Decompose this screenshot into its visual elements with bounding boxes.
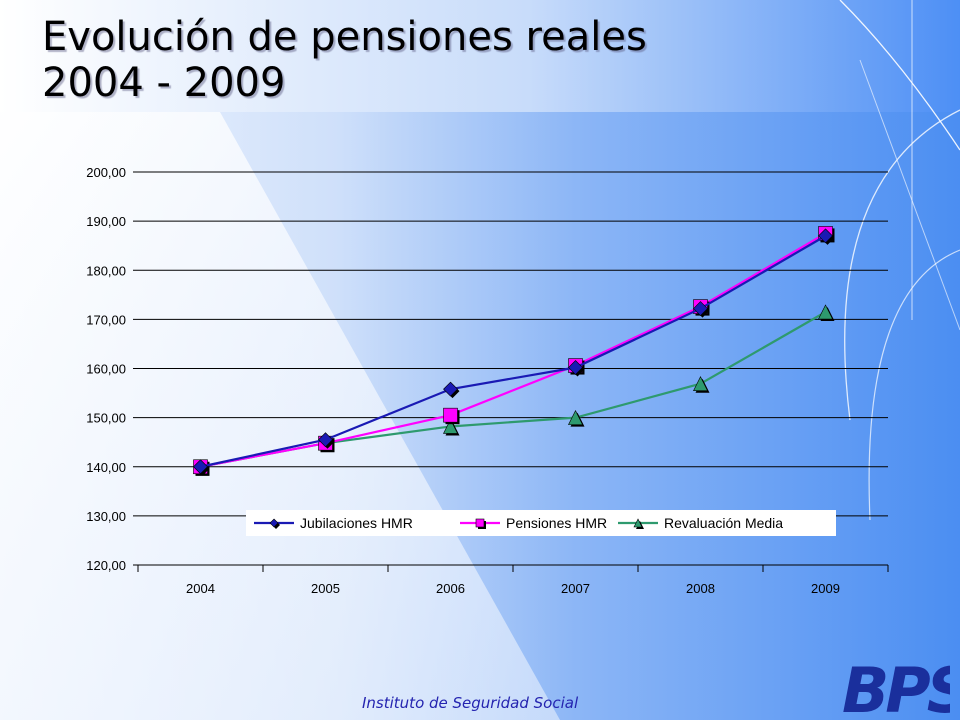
data-point-triangle xyxy=(633,518,643,528)
data-point-diamond xyxy=(193,459,208,475)
data-point-triangle xyxy=(693,376,708,392)
data-point-diamond xyxy=(818,228,833,244)
svg-text:BPS: BPS xyxy=(842,656,950,720)
y-tick-label: 200,00 xyxy=(86,165,126,180)
data-point-triangle xyxy=(443,418,458,434)
x-tick-label: 2004 xyxy=(186,581,215,596)
y-tick-label: 180,00 xyxy=(86,263,126,278)
x-tick-label: 2005 xyxy=(311,581,340,596)
data-point-diamond xyxy=(693,301,708,316)
x-tick-label: 2007 xyxy=(561,581,590,596)
y-tick-label: 130,00 xyxy=(86,509,126,524)
y-tick-label: 170,00 xyxy=(86,312,126,327)
legend: Jubilaciones HMR Pensiones HMR Revaluación… xyxy=(246,510,836,536)
data-point-square xyxy=(475,518,485,528)
x-tick-label: 2009 xyxy=(811,581,840,596)
x-tick-label: 2006 xyxy=(436,581,465,596)
data-point-diamond xyxy=(318,432,333,448)
y-tick-label: 190,00 xyxy=(86,214,126,229)
data-point-diamond xyxy=(269,518,279,528)
legend-label: Pensiones HMR xyxy=(506,515,607,531)
y-tick-label: 120,00 xyxy=(86,558,126,573)
footer-text: Instituto de Seguridad Social xyxy=(362,694,579,712)
bps-logo: BPS xyxy=(842,656,950,720)
y-tick-label: 140,00 xyxy=(86,460,126,475)
legend-label: Jubilaciones HMR xyxy=(300,515,413,531)
data-point-diamond xyxy=(443,381,458,397)
legend-label: Revaluación Media xyxy=(664,515,783,531)
title-line-2: 2004 - 2009 xyxy=(42,60,286,106)
y-tick-label: 160,00 xyxy=(86,362,126,377)
series-line xyxy=(200,232,827,468)
x-tick-label: 2008 xyxy=(686,581,715,596)
gridlines xyxy=(138,171,888,566)
legend-box xyxy=(246,510,836,536)
y-tick-label: 150,00 xyxy=(86,411,126,426)
data-point-triangle xyxy=(818,304,833,320)
axes: 120,00 130,00 140,00 150,00 160,00 170,00 180,… xyxy=(86,165,889,596)
title-line-1: Evolución de pensiones reales xyxy=(42,14,647,60)
series-line xyxy=(200,234,827,468)
data-point-triangle xyxy=(568,409,583,425)
data-point-diamond xyxy=(568,360,583,375)
data-point-square xyxy=(443,407,458,423)
slide-title: Evolución de pensiones reales 2004 - 200… xyxy=(42,14,647,106)
series-lines xyxy=(193,226,835,476)
